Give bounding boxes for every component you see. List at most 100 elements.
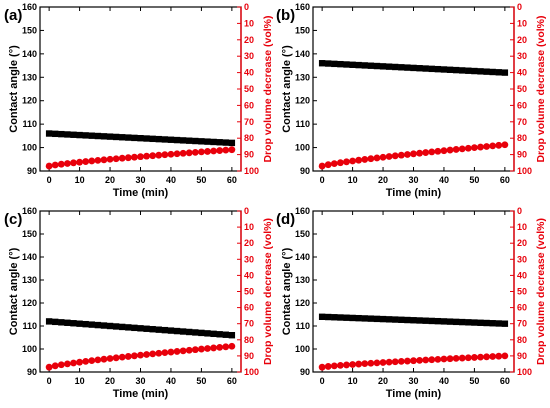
volume-point <box>452 146 460 153</box>
volume-point <box>489 353 497 360</box>
volume-point <box>204 148 211 155</box>
y2-tick-label: 100 <box>244 367 259 377</box>
volume-point <box>210 344 217 352</box>
x-tick-label: 50 <box>469 175 479 185</box>
volume-point <box>124 154 132 162</box>
y-tick-label: 110 <box>295 119 310 129</box>
volume-point <box>416 149 423 157</box>
y2-tick-label: 20 <box>244 35 254 45</box>
contact-angle-point <box>155 135 162 143</box>
volume-point <box>149 350 157 358</box>
contact-angle-point <box>179 137 187 144</box>
contact-angle-point <box>131 134 138 142</box>
volume-point <box>428 356 436 364</box>
plot-frame <box>312 210 515 373</box>
contact-angle-point <box>167 327 175 334</box>
contact-angle-point <box>410 317 417 324</box>
contact-angle-point <box>471 67 478 75</box>
volume-point <box>45 162 53 170</box>
volume-point <box>82 357 90 365</box>
volume-point <box>198 345 205 353</box>
contact-angle-point <box>94 132 102 140</box>
y2-axis-label: Drop volume decrease (vol%) <box>535 218 547 365</box>
x-tick-label: 30 <box>408 175 418 185</box>
contact-angle-point <box>45 318 53 325</box>
contact-angle-point <box>428 317 435 325</box>
contact-angle-point <box>355 314 362 322</box>
contact-angle-point <box>379 63 387 70</box>
contact-angle-point <box>143 135 150 142</box>
x-tick-label: 50 <box>196 376 206 386</box>
x-axis-label: Time (min) <box>386 187 442 199</box>
y2-tick-label: 40 <box>244 68 254 78</box>
y-tick-label: 160 <box>295 2 310 12</box>
contact-angle-point <box>337 314 344 321</box>
volume-point <box>446 146 454 154</box>
volume-point <box>149 152 157 160</box>
volume-point <box>324 161 332 169</box>
x-tick-label: 0 <box>320 175 325 185</box>
y2-axis-label: Drop volume decrease (vol%) <box>262 15 274 162</box>
y-tick-label: 140 <box>295 49 310 59</box>
volume-point <box>464 144 472 152</box>
volume-point <box>318 363 326 371</box>
contact-angle-point <box>331 314 338 321</box>
volume-point <box>51 362 59 370</box>
contact-angle-point <box>167 136 175 143</box>
volume-point <box>477 353 484 361</box>
volume-point <box>131 153 138 161</box>
contact-angle-point <box>186 137 193 144</box>
contact-angle-point <box>82 320 89 328</box>
contact-angle-point <box>446 66 454 73</box>
x-tick-label: 20 <box>378 175 388 185</box>
volume-point <box>106 155 114 163</box>
volume-point <box>228 146 236 154</box>
contact-angle-point <box>471 319 478 326</box>
y2-axis-label: Drop volume decrease (vol%) <box>262 218 274 365</box>
x-tick-label: 60 <box>500 175 510 185</box>
contact-angle-point <box>331 60 338 68</box>
contact-angle-point <box>82 132 89 139</box>
contact-angle-point <box>367 315 375 322</box>
contact-angle-point <box>112 133 120 141</box>
y2-tick-label: 100 <box>244 166 259 176</box>
x-tick-label: 30 <box>135 175 145 185</box>
volume-point <box>440 147 448 155</box>
contact-angle-point <box>228 139 236 147</box>
volume-point <box>198 148 205 156</box>
volume-point <box>361 156 369 163</box>
contact-angle-point <box>489 68 496 76</box>
y2-tick-label: 90 <box>244 351 254 361</box>
volume-point <box>173 348 181 355</box>
contact-angle-point <box>483 68 490 75</box>
y-tick-label: 100 <box>22 143 37 153</box>
y-tick-label: 150 <box>22 229 37 239</box>
volume-point <box>100 156 108 164</box>
y2-tick-label: 100 <box>517 367 532 377</box>
x-tick-label: 60 <box>227 376 237 386</box>
volume-point <box>495 141 503 149</box>
contact-angle-point <box>119 323 126 331</box>
x-tick-label: 20 <box>105 175 115 185</box>
x-tick-label: 20 <box>105 376 115 386</box>
volume-point <box>373 359 381 367</box>
contact-angle-point <box>349 61 356 68</box>
volume-point <box>161 349 169 357</box>
volume-point <box>118 154 126 162</box>
contact-angle-point <box>318 313 326 320</box>
y2-tick-label: 80 <box>244 133 254 143</box>
contact-angle-point <box>367 62 375 69</box>
volume-point <box>185 346 193 354</box>
y-tick-label: 160 <box>22 206 37 216</box>
contact-angle-point <box>489 320 496 327</box>
volume-point <box>483 353 490 361</box>
volume-point <box>416 356 423 364</box>
contact-angle-point <box>52 130 59 138</box>
y2-tick-label: 70 <box>517 319 527 329</box>
contact-angle-point <box>186 328 193 336</box>
y2-tick-label: 70 <box>244 319 254 329</box>
contact-angle-point <box>198 138 205 145</box>
volume-point <box>167 150 175 158</box>
contact-angle-point <box>198 329 205 337</box>
